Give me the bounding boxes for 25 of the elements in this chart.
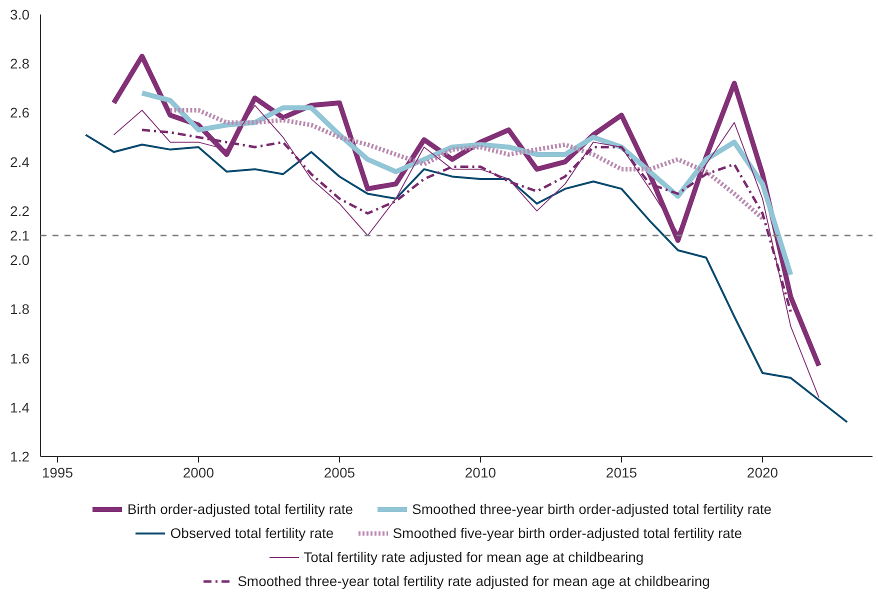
- y-tick-label: 3.0: [10, 6, 30, 22]
- legend-label: Total fertility rate adjusted for mean age at childbearing: [304, 548, 644, 566]
- legend-label: Birth order-adjusted total fertility rate: [127, 500, 354, 518]
- legend-label: Smoothed three-year total fertility rate adjusted for mean age at childbearing: [238, 572, 710, 590]
- x-tick-label: 2005: [324, 464, 356, 480]
- x-tick-label: 2015: [606, 464, 638, 480]
- legend-label: Observed total fertility rate: [170, 524, 334, 542]
- y-tick-label: 2.8: [10, 56, 30, 72]
- y-tick-label: 1.2: [10, 448, 30, 464]
- y-tick-label: 1.4: [10, 399, 30, 416]
- line-series: [84, 134, 848, 424]
- legend-label: Smoothed three-year birth order-adjusted total fertility rate: [412, 500, 772, 518]
- x-tick-label: 1995: [42, 464, 74, 480]
- y-tick-label: 1.8: [10, 301, 30, 318]
- line-series: [140, 128, 792, 313]
- x-tick-label: 2020: [746, 464, 778, 480]
- legend-label: Smoothed five-year birth order-adjusted total fertility rate: [392, 524, 742, 542]
- x-tick-label: 2010: [464, 464, 496, 480]
- x-tick-label: 2000: [182, 464, 214, 480]
- y-tick-label: 2.0: [10, 252, 30, 268]
- y-tick-label: 2.4: [10, 154, 30, 170]
- y-tick-label: 1.6: [10, 350, 30, 366]
- y-tick-label: 2.2: [10, 202, 30, 219]
- y-tick-label: 2.6: [10, 104, 30, 121]
- y-tick-label: 2.1: [10, 228, 30, 244]
